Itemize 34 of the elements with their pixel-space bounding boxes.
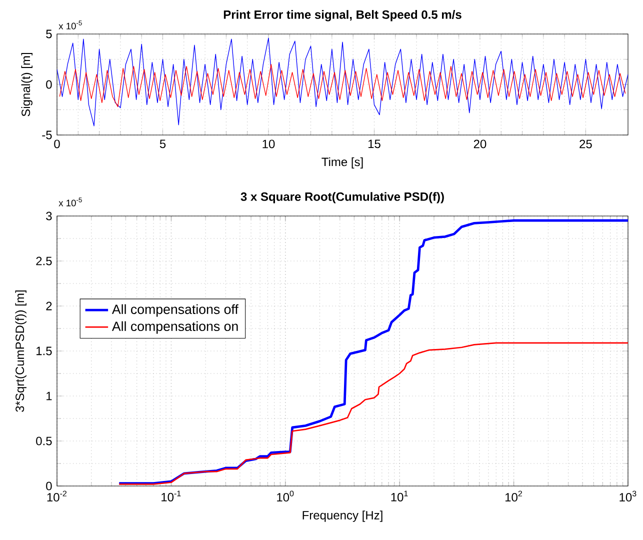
y-axis-title: 3*Sqrt(CumPSD(f)) [m] (15, 290, 26, 412)
x-tick-label: 10$^{2}$ (505, 490, 522, 502)
x-tick-label: 10 (262, 140, 275, 148)
line-series (59, 64, 626, 108)
line-series (57, 38, 628, 126)
x-tick-label: 10$^{-2}$ (47, 490, 67, 502)
y-tick-label: 3 (46, 212, 52, 220)
y-tick-label: 0 (46, 482, 52, 490)
y-tick-label: 1 (46, 392, 52, 400)
x-tick-label: 10$^{1}$ (391, 490, 408, 502)
y-tick-label: 2 (46, 302, 52, 310)
chart-title: 3 x Square Root(Cumulative PSD(f)) (240, 192, 444, 204)
x-tick-label: 0 (54, 140, 60, 148)
legend-label: All compensations off (112, 304, 238, 317)
y-tick-label: 2.5 (36, 256, 52, 266)
y-tick-label: -5 (42, 130, 52, 140)
x-tick-label: 5 (160, 140, 166, 148)
x-tick-label: 15 (368, 140, 380, 148)
text: x 10$^{-5}$ (58, 20, 82, 30)
text: x 10$^{-5}$ (58, 198, 82, 206)
chart-title: Print Error time signal, Belt Speed 0.5 m/s (224, 10, 462, 22)
legend-label: All compensations on (112, 321, 238, 334)
x-tick-label: 10$^{3}$ (620, 490, 636, 502)
y-tick-label: 0 (46, 80, 52, 89)
x-axis-title: Frequency [Hz] (302, 510, 382, 522)
x-tick-label: 20 (474, 140, 486, 148)
x-tick-label: 25 (580, 140, 592, 148)
y-axis-title: Signal(t) [m] (21, 53, 32, 116)
x-tick-label: 10$^{0}$ (277, 490, 294, 502)
y-tick-label: 0.5 (36, 436, 52, 446)
x-axis-title: Time [s] (322, 157, 363, 169)
y-tick-label: 5 (46, 30, 52, 38)
y-tick-label: 1.5 (36, 346, 52, 356)
x-tick-label: 10$^{-1}$ (162, 490, 181, 502)
